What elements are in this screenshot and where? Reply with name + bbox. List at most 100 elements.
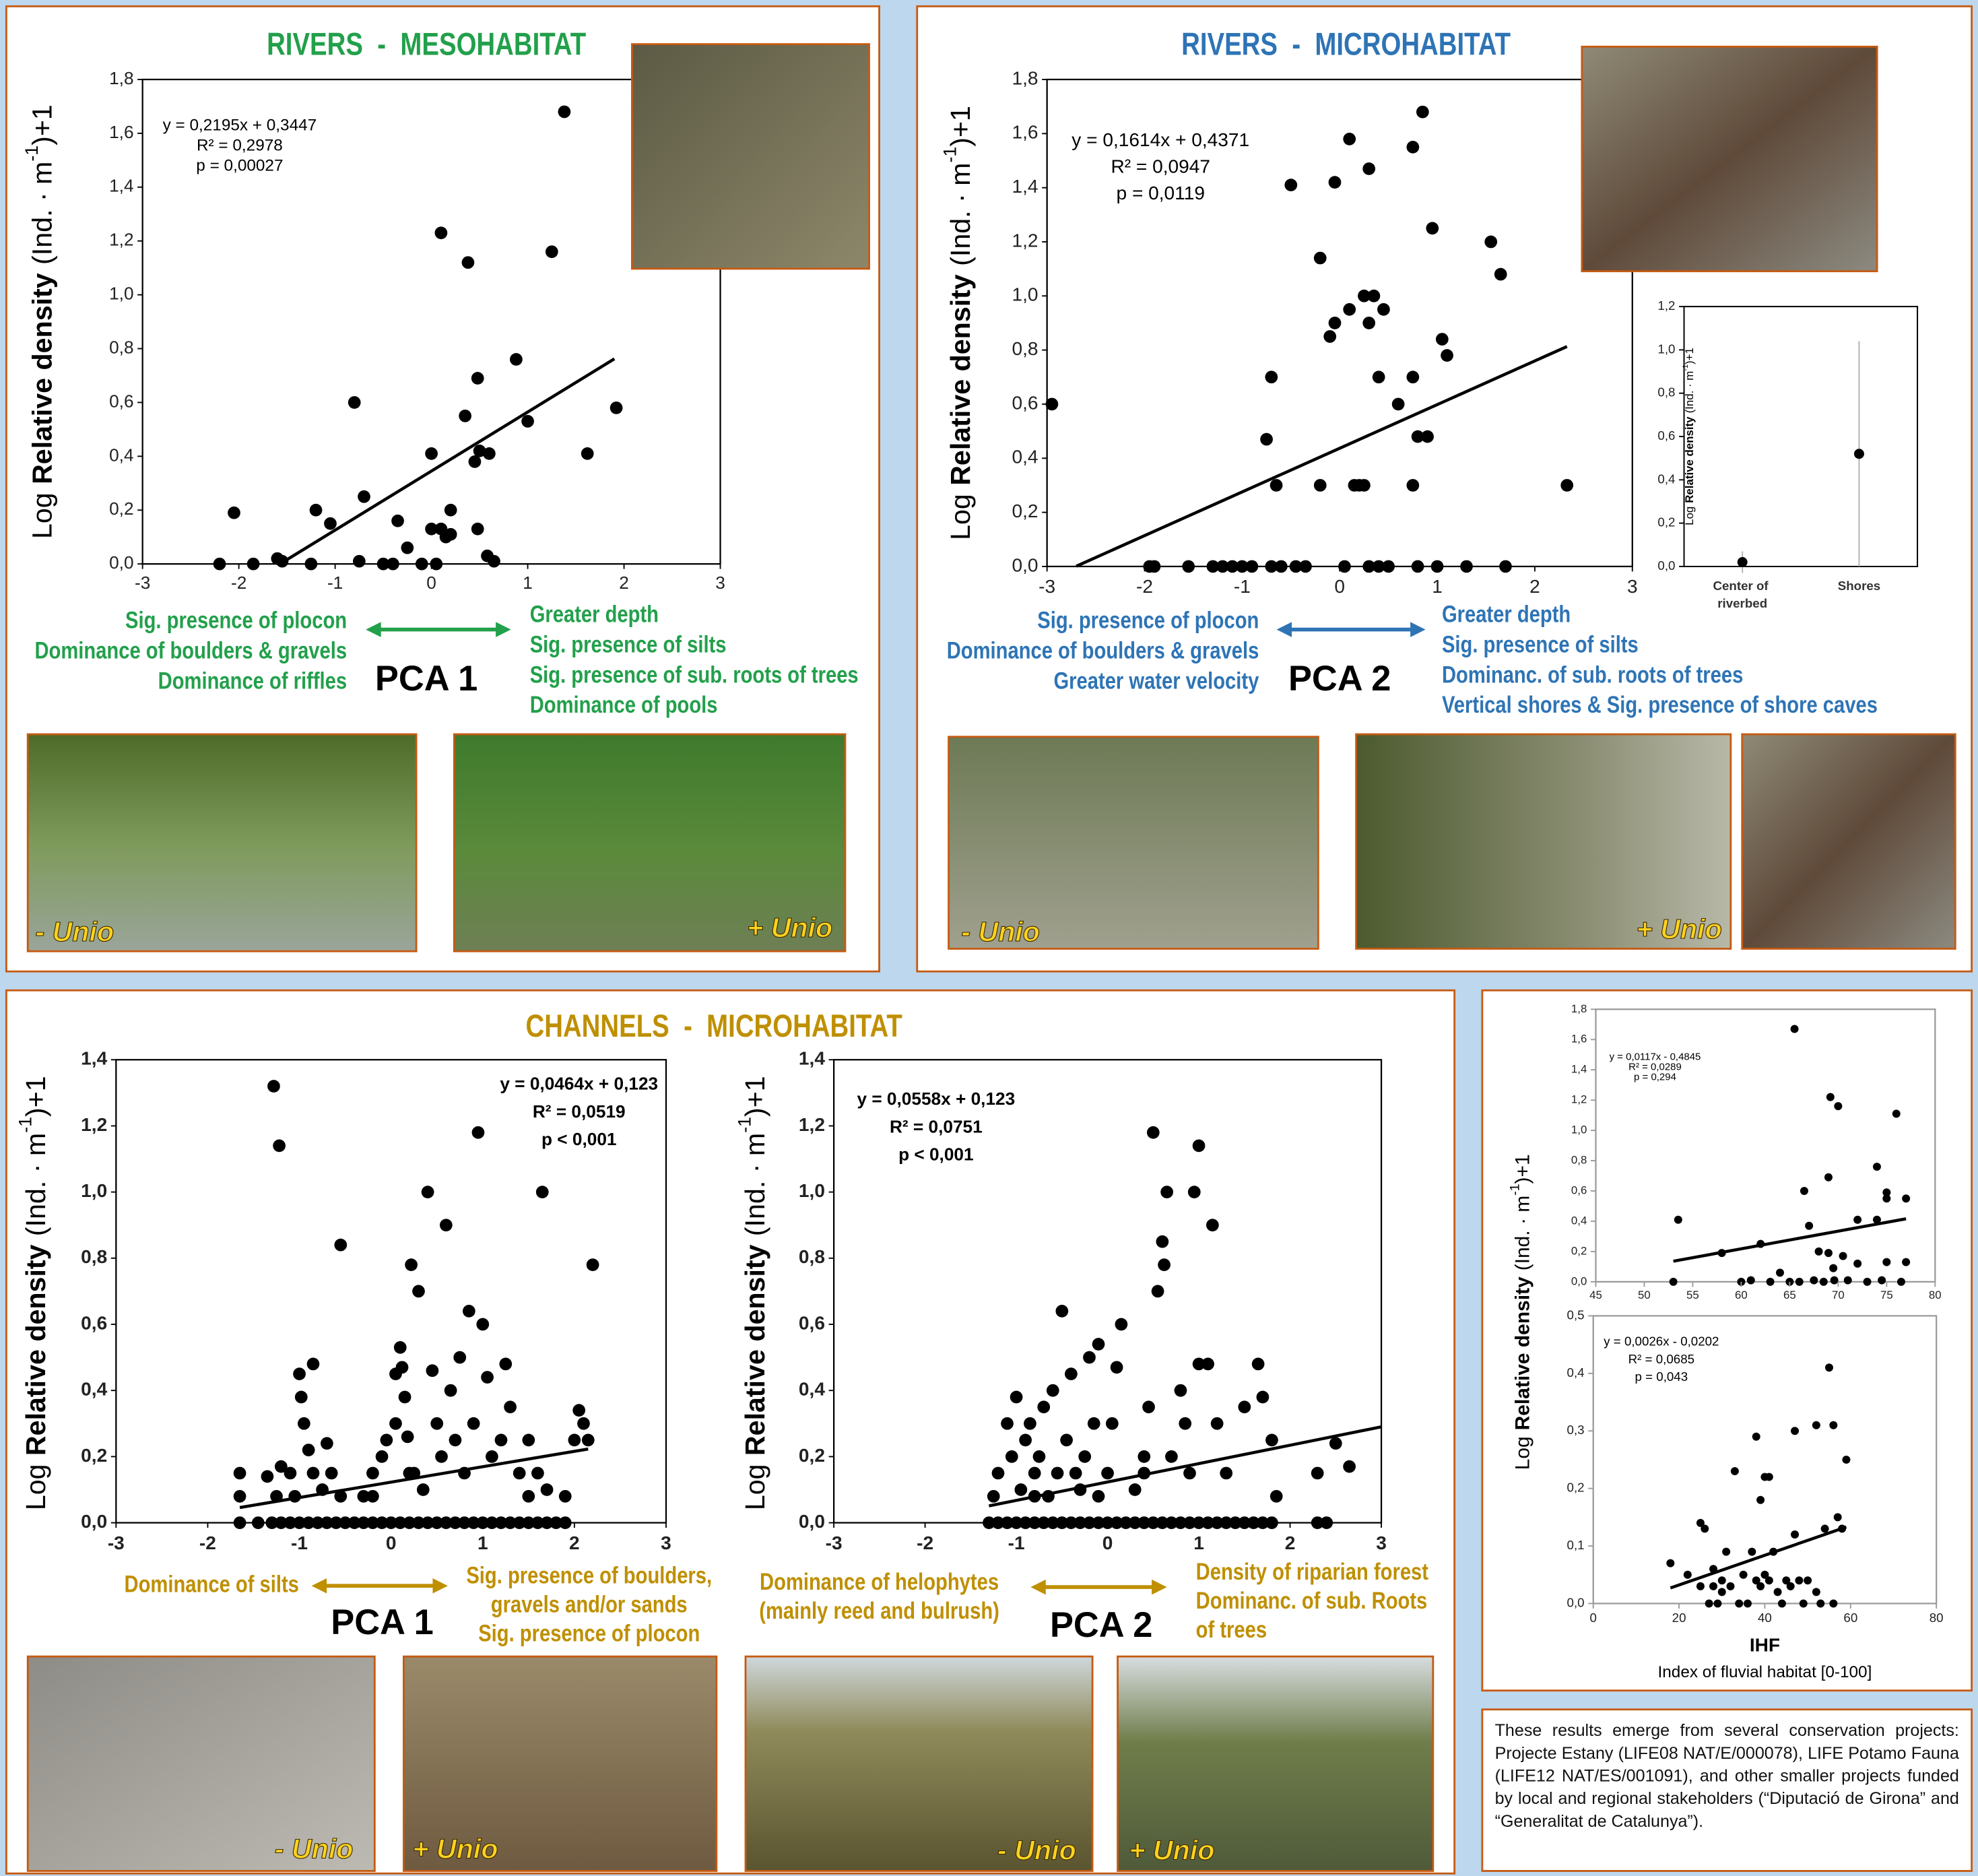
data-point xyxy=(1756,1582,1765,1590)
data-point xyxy=(1362,162,1375,175)
data-point xyxy=(1343,133,1356,145)
data-point xyxy=(476,1318,489,1331)
x-tick-label: 60 xyxy=(1843,1611,1857,1625)
pca-axis-name: PCA 2 xyxy=(1288,659,1391,699)
y-tick-label: 1,4 xyxy=(1012,176,1039,197)
data-point xyxy=(1046,398,1059,411)
y-tick-label: 1,4 xyxy=(799,1048,825,1069)
data-point xyxy=(1179,1417,1191,1430)
data-point xyxy=(1854,449,1864,459)
data-point xyxy=(992,1467,1005,1480)
y-tick-label: 1,2 xyxy=(1012,230,1039,251)
x-tick-label: -3 xyxy=(108,1532,125,1553)
y-axis-label: LogRelative density(Ind. · m-1)+1 xyxy=(1682,348,1696,525)
data-point xyxy=(321,1437,333,1450)
y-axis-label-part: Log xyxy=(20,1464,51,1510)
data-point xyxy=(1265,1516,1278,1529)
y-axis-label-part: Relative density xyxy=(26,273,57,484)
note-text: These results emerge from several conser… xyxy=(1482,1710,1972,1844)
y-tick-label: 0,6 xyxy=(1012,392,1039,413)
data-point xyxy=(1160,1186,1173,1198)
x-tick-label: -3 xyxy=(826,1532,843,1553)
data-point xyxy=(1060,1433,1073,1446)
y-tick-label: 1,4 xyxy=(1571,1063,1587,1076)
panel-title: RIVERS - MICROHABITAT xyxy=(1181,27,1511,62)
data-point xyxy=(261,1470,274,1483)
data-point xyxy=(1152,1285,1164,1298)
data-point xyxy=(1106,1417,1119,1430)
data-point xyxy=(1666,1559,1674,1567)
pca-right-descriptor: Dominanc. of sub. Roots xyxy=(1196,1587,1428,1613)
x-tick-label: -2 xyxy=(917,1532,933,1553)
y-axis-label-part: -1 xyxy=(734,1117,754,1133)
data-point xyxy=(1805,1222,1813,1230)
y-tick-label: 1,4 xyxy=(81,1048,107,1069)
photo xyxy=(632,44,869,269)
y-tick-label: 0,3 xyxy=(1567,1423,1585,1437)
y-axis-label: LogRelative density(Ind. · m-1)+1 xyxy=(15,1076,51,1510)
data-point xyxy=(1329,1437,1342,1450)
data-point xyxy=(521,415,534,428)
data-point xyxy=(1815,1248,1823,1256)
data-point xyxy=(1765,1576,1773,1584)
y-axis-label-part: Log xyxy=(945,494,976,540)
y-axis-label-part: Log xyxy=(739,1464,770,1510)
data-point xyxy=(1674,1216,1682,1224)
data-point xyxy=(1270,1490,1283,1503)
data-point xyxy=(462,256,475,269)
data-point xyxy=(471,523,484,536)
data-point xyxy=(1705,1599,1713,1607)
annotation: R² = 0,0947 xyxy=(1111,156,1210,177)
y-tick-label: 0,2 xyxy=(81,1445,107,1466)
y-axis-label-part: -1 xyxy=(1508,1184,1523,1195)
data-point xyxy=(1774,1588,1782,1596)
y-axis-label-part: (Ind. · m xyxy=(1512,1196,1534,1271)
x-tick-label-line: riverbed xyxy=(1717,596,1767,610)
pca-right-descriptor: Greater depth xyxy=(1442,601,1571,627)
data-point xyxy=(495,1433,508,1446)
data-point xyxy=(1092,1490,1105,1503)
data-point xyxy=(1878,1276,1886,1285)
data-point xyxy=(387,558,399,571)
pca-right-descriptor: Vertical shores & Sig. presence of shore… xyxy=(1442,692,1878,718)
data-point xyxy=(1206,1219,1219,1231)
x-tick-label: 55 xyxy=(1686,1289,1699,1301)
data-point xyxy=(1265,1433,1278,1446)
data-point xyxy=(1864,1278,1872,1286)
y-tick-label: 0,0 xyxy=(1012,554,1039,575)
data-point xyxy=(513,1467,526,1480)
x-tick-label: 1 xyxy=(1193,1532,1204,1553)
data-point xyxy=(1820,1278,1828,1286)
y-tick-label: 0,2 xyxy=(799,1445,825,1466)
photo-label: + Unio xyxy=(1637,913,1722,944)
y-axis-label-part: )+1 xyxy=(20,1076,51,1117)
data-point xyxy=(358,490,370,503)
data-point xyxy=(1362,317,1375,329)
x-tick-label: 1 xyxy=(477,1532,488,1553)
data-point xyxy=(234,1490,246,1503)
data-point xyxy=(394,1341,407,1354)
x-tick-label: 2 xyxy=(569,1532,580,1553)
data-point xyxy=(234,1467,246,1480)
data-point xyxy=(1747,1276,1755,1285)
data-point xyxy=(1392,398,1405,411)
y-tick-label: 0,6 xyxy=(1657,428,1675,443)
data-point xyxy=(412,1285,425,1298)
photo-label: + Unio xyxy=(412,1833,498,1864)
y-axis-label: LogRelative density(Ind. · m-1)+1 xyxy=(940,106,976,540)
y-tick-label: 0,8 xyxy=(1571,1154,1587,1167)
x-tick-label: 3 xyxy=(661,1532,671,1553)
x-tick-label: 0 xyxy=(1589,1611,1596,1625)
pca-right-descriptor: Dominance of pools xyxy=(530,692,718,718)
y-tick-label: 1,8 xyxy=(1571,1002,1587,1015)
data-point xyxy=(1795,1576,1803,1584)
data-point xyxy=(1358,479,1371,492)
x-tick-label: 2 xyxy=(1285,1532,1296,1553)
data-point xyxy=(430,1417,443,1430)
data-point xyxy=(1323,330,1336,343)
y-axis-label-part: (Ind. · m xyxy=(1683,371,1696,414)
data-point xyxy=(1055,1305,1068,1318)
y-axis-label-part: Log xyxy=(26,492,57,539)
data-point xyxy=(610,401,623,414)
x-tick-label: 80 xyxy=(1929,1289,1942,1301)
